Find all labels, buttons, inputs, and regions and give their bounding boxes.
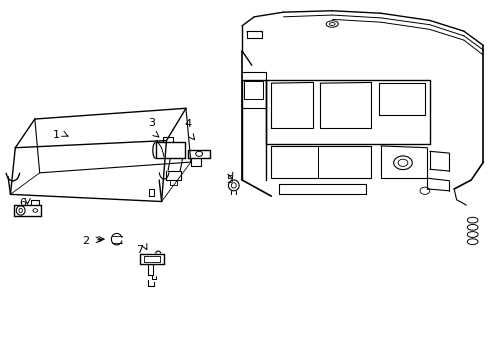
Text: 3: 3: [148, 118, 155, 128]
Text: 1: 1: [53, 130, 60, 140]
Text: 2: 2: [82, 236, 89, 246]
Text: 5: 5: [226, 175, 233, 185]
Text: 6: 6: [19, 198, 26, 208]
Text: 7: 7: [136, 245, 143, 255]
Text: 4: 4: [184, 120, 192, 129]
